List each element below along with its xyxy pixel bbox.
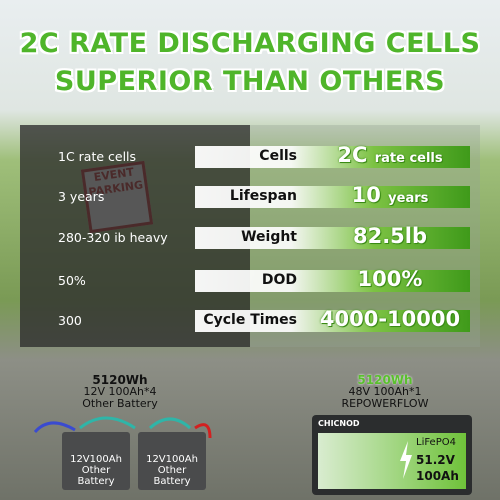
other-caption: 5120Wh 12V 100Ah*4 Other Battery <box>40 374 200 410</box>
battery: 12V100Ah Other Battery <box>138 432 206 490</box>
old-value: 50% <box>58 273 86 288</box>
old-value: 280-320 ib heavy <box>58 230 168 245</box>
ours-caption: 5120Wh 48V 100Ah*1 REPOWERFLOW <box>305 374 465 410</box>
energy: 5120Wh <box>92 373 148 387</box>
title-line: SUPERIOR THAN OTHERS <box>54 66 446 97</box>
name: Other Battery <box>82 397 158 410</box>
label-panel <box>318 433 466 489</box>
new-value: 4000-10000 <box>305 307 475 331</box>
config: 12V 100Ah*4 <box>83 385 157 398</box>
new-value-main: 10 <box>351 183 381 207</box>
bar <box>195 227 470 249</box>
row-label: Weight <box>241 229 297 245</box>
row-label: Cycle Times <box>203 312 297 328</box>
bolt-icon <box>400 441 412 479</box>
row-label: Lifespan <box>229 188 297 204</box>
chemistry: LiFePO4 <box>416 437 456 448</box>
new-value-main: 2C <box>337 143 368 167</box>
old-value: 1C rate cells <box>58 149 137 164</box>
bar <box>195 310 470 332</box>
energy: 5120Wh <box>357 373 413 387</box>
new-value: 10 years <box>305 183 475 207</box>
row-label: Cells <box>259 148 297 164</box>
bar <box>195 270 470 292</box>
name: REPOWERFLOW <box>341 397 429 410</box>
name: Other Battery <box>77 465 115 487</box>
battery: 12V100Ah Other Battery <box>62 432 130 490</box>
new-value: 2C rate cells <box>305 143 475 167</box>
spec: 12V100Ah <box>146 454 198 465</box>
new-value-main: 82.5lb <box>352 224 428 248</box>
new-value-main: 4000-10000 <box>319 307 461 331</box>
capacity: 100Ah <box>416 469 459 483</box>
new-value: 82.5lb <box>305 224 475 248</box>
brand: CHICNOD <box>318 419 360 428</box>
new-value: 100% <box>305 267 475 291</box>
new-value-main: 100% <box>357 267 423 291</box>
title-line: 2C RATE DISCHARGING CELLS <box>19 28 481 59</box>
cables <box>33 416 212 439</box>
spec: 12V100Ah <box>70 454 122 465</box>
bar <box>195 186 470 208</box>
old-value: 3 years <box>58 189 105 204</box>
new-value-unit: years <box>388 191 429 206</box>
name: Other Battery <box>153 465 191 487</box>
config: 48V 100Ah*1 <box>348 385 422 398</box>
row-label: DOD <box>261 272 297 288</box>
old-value: 300 <box>58 313 82 328</box>
new-value-unit: rate cells <box>374 151 443 166</box>
battery: CHICNOD LiFePO4 51.2V 100Ah <box>312 415 472 495</box>
voltage: 51.2V <box>416 453 455 467</box>
bar <box>195 146 470 168</box>
